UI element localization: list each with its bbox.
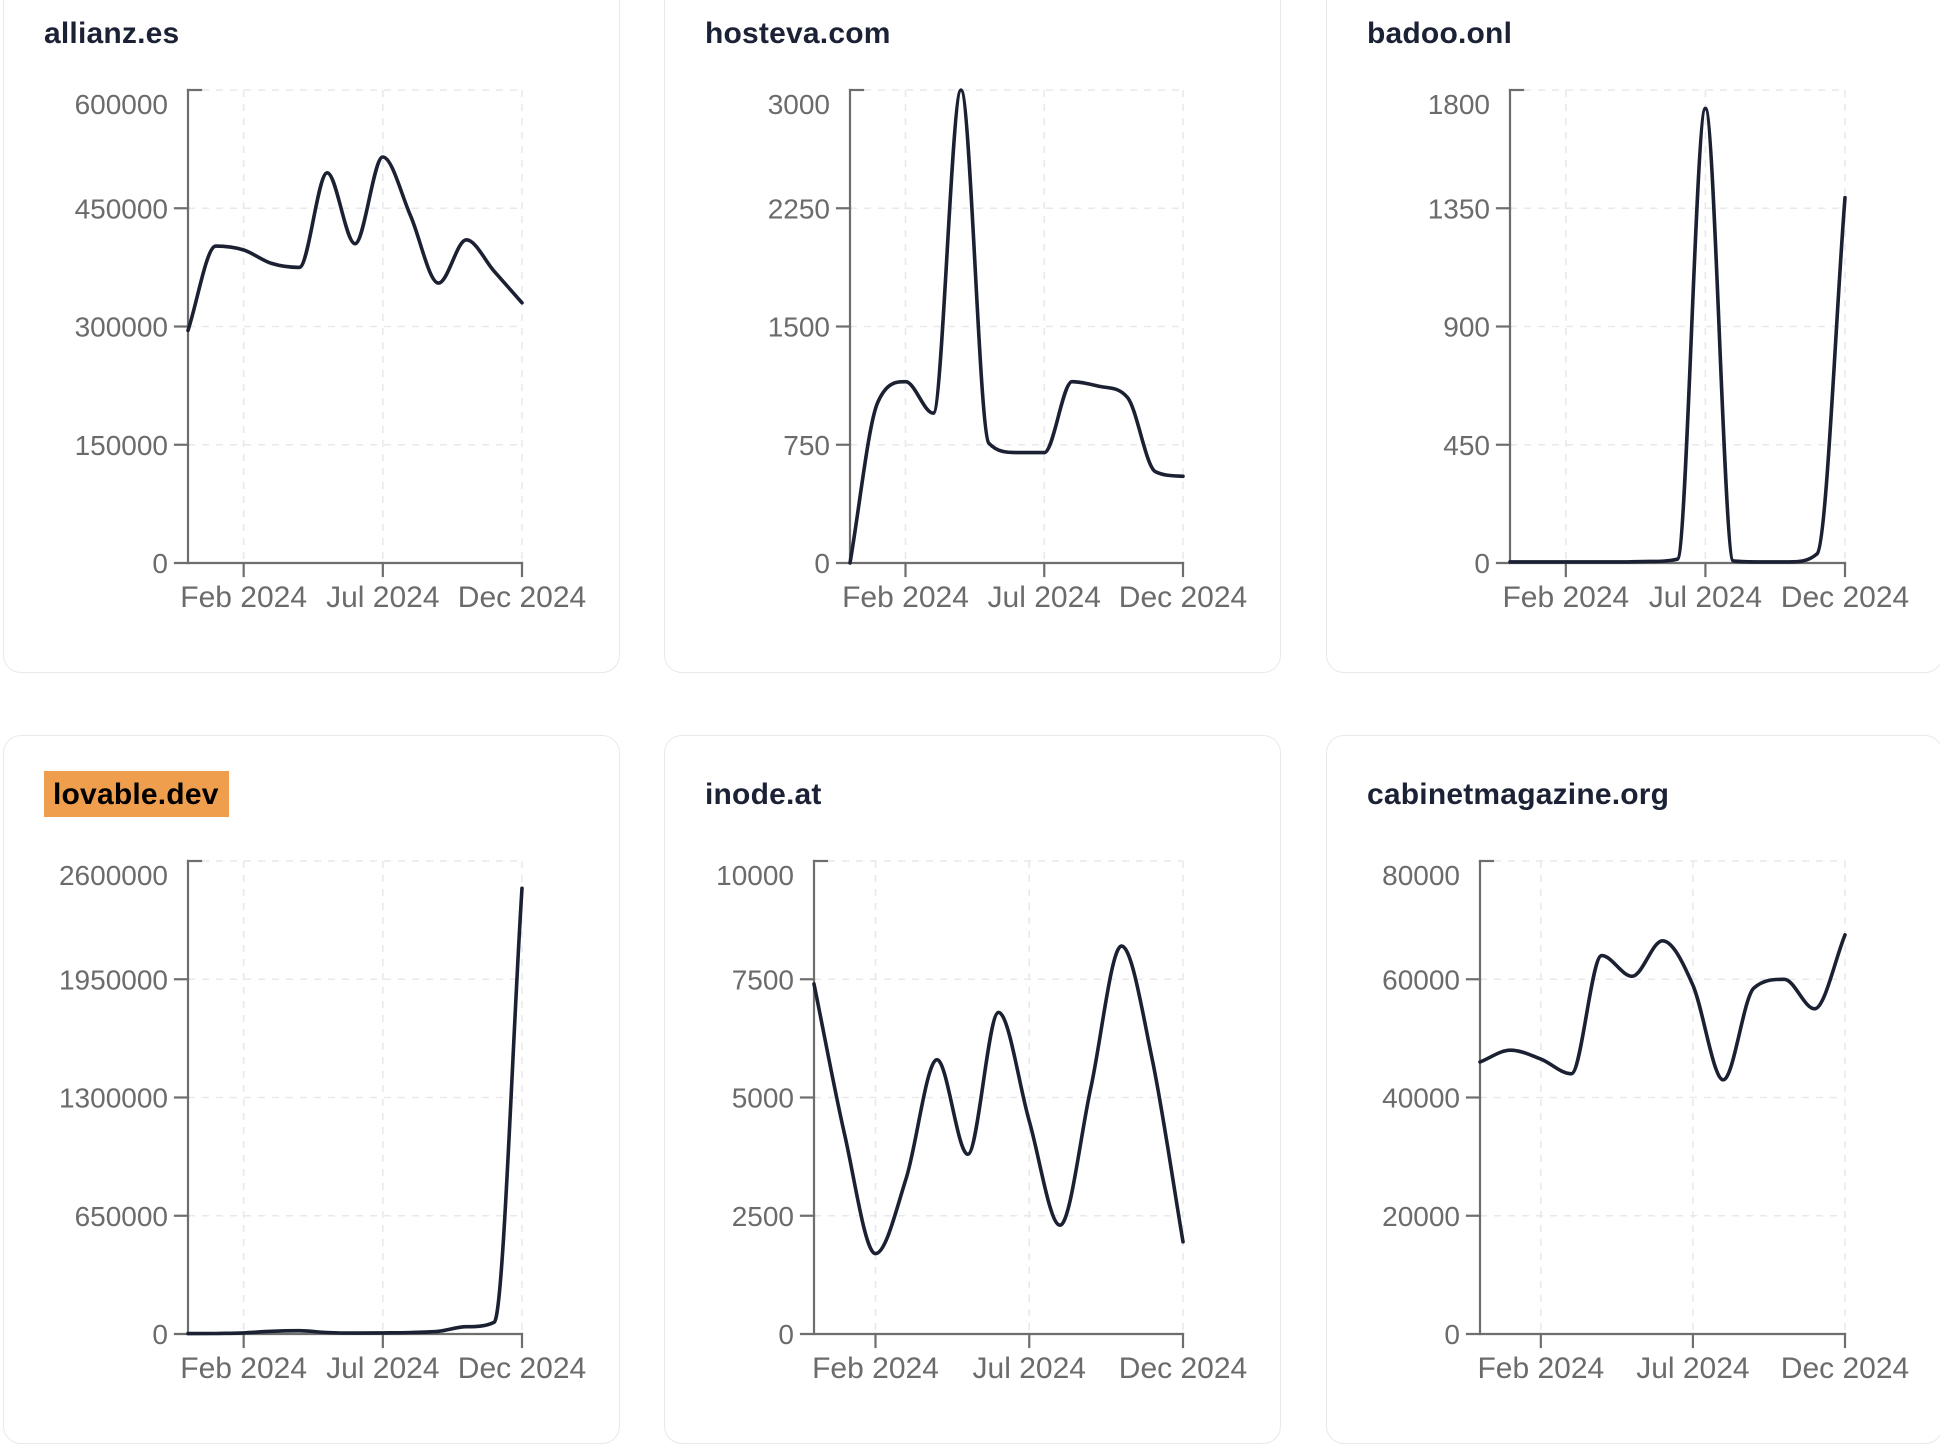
axes: [835, 88, 1185, 578]
grid-lines: [1480, 860, 1846, 1334]
chart-card-badoo-onl: badoo.onl 0 450 900 1350 1800 Feb 2024 Jul 2024…: [1326, 0, 1940, 673]
x-tick-label: Jul 2024: [973, 1352, 1086, 1385]
axes: [799, 859, 1185, 1349]
chart-card-cabinetmagazine-org: cabinetmagazine.org 0 20000 40000 60000 80000…: [1326, 735, 1940, 1444]
x-tick-label: Jul 2024: [1649, 581, 1762, 614]
y-tick-label: 1800: [1428, 89, 1490, 120]
y-tick-label: 2250: [768, 193, 830, 224]
y-tick-label: 40000: [1382, 1083, 1460, 1114]
y-tick-label: 10000: [716, 860, 794, 891]
line-chart: 0 150000 300000 450000 600000 Feb 2024 Jul 202…: [75, 88, 586, 614]
chart-title-wrap: allianz.es: [44, 17, 179, 51]
y-tick-label: 1300000: [59, 1083, 168, 1114]
y-tick-label: 0: [778, 1319, 794, 1350]
x-tick-label: Feb 2024: [1502, 581, 1629, 614]
axes: [173, 859, 524, 1349]
y-tick-label: 0: [1474, 548, 1490, 579]
y-tick-label: 450: [1443, 430, 1490, 461]
x-tick-label: Feb 2024: [1477, 1352, 1604, 1385]
y-tick-label: 2500: [732, 1201, 794, 1232]
y-tick-label: 0: [152, 1319, 168, 1350]
y-tick-label: 150000: [75, 430, 168, 461]
y-tick-label: 0: [814, 548, 830, 579]
y-tick-label: 5000: [732, 1083, 794, 1114]
chart-card-allianz-es: allianz.es 0 150000 300000 450000 600000 Feb 2…: [3, 0, 620, 673]
axes: [173, 88, 524, 578]
y-tick-label: 20000: [1382, 1201, 1460, 1232]
y-tick-label: 0: [152, 548, 168, 579]
y-tick-label: 7500: [732, 964, 794, 995]
y-tick-label: 900: [1443, 312, 1490, 343]
line-chart: 0 2500 5000 7500 10000 Feb 2024 Jul 2024 Dec 20…: [716, 859, 1247, 1385]
x-tick-label: Feb 2024: [812, 1352, 939, 1385]
axes: [1495, 88, 1847, 578]
y-tick-label: 1500: [768, 312, 830, 343]
chart-title: cabinetmagazine.org: [1367, 778, 1670, 811]
grid-lines: [814, 860, 1184, 1334]
chart-title: inode.at: [705, 778, 822, 811]
chart-title: hosteva.com: [705, 17, 891, 50]
x-tick-label: Dec 2024: [1781, 581, 1909, 614]
chart-title: badoo.onl: [1367, 17, 1513, 50]
y-tick-label: 0: [1444, 1319, 1460, 1350]
grid-lines: [188, 89, 523, 563]
series-line: [186, 886, 524, 1336]
line-chart: 0 650000 1300000 1950000 2600000 Feb 2024 Jul …: [59, 859, 586, 1385]
y-tick-label: 3000: [768, 89, 830, 120]
y-tick-label: 2600000: [59, 860, 168, 891]
line-chart: 0 450 900 1350 1800 Feb 2024 Jul 2024 Dec 2024: [1428, 88, 1909, 614]
chart-title-wrap: badoo.onl: [1367, 17, 1512, 51]
grid-lines: [1510, 89, 1846, 563]
y-tick-label: 60000: [1382, 964, 1460, 995]
chart-title-wrap: inode.at: [705, 778, 822, 812]
chart-title: allianz.es: [44, 17, 180, 50]
series-line: [1508, 106, 1847, 564]
x-tick-label: Dec 2024: [1119, 1352, 1247, 1385]
x-tick-label: Dec 2024: [1119, 581, 1247, 614]
x-tick-label: Feb 2024: [180, 1352, 307, 1385]
y-tick-label: 1950000: [59, 964, 168, 995]
y-tick-label: 650000: [75, 1201, 168, 1232]
series-line: [186, 155, 524, 333]
chart-title-wrap: lovable.dev: [44, 771, 229, 817]
x-tick-label: Dec 2024: [458, 581, 586, 614]
x-tick-label: Dec 2024: [1781, 1352, 1909, 1385]
x-tick-label: Jul 2024: [326, 1352, 439, 1385]
y-tick-label: 1350: [1428, 193, 1490, 224]
x-tick-label: Feb 2024: [842, 581, 969, 614]
chart-card-hosteva-com: hosteva.com 0 750 1500 2250 3000 Feb 2024 Jul 2…: [664, 0, 1281, 673]
chart-title-highlighted: lovable.dev: [44, 771, 229, 817]
grid-lines: [850, 89, 1184, 563]
chart-card-inode-at: inode.at 0 2500 5000 7500 10000 Feb 2024 Jul 20…: [664, 735, 1281, 1444]
chart-title-wrap: cabinetmagazine.org: [1367, 778, 1669, 812]
x-tick-label: Jul 2024: [988, 581, 1101, 614]
x-tick-label: Jul 2024: [326, 581, 439, 614]
series-line: [1478, 933, 1847, 1082]
x-tick-label: Jul 2024: [1636, 1352, 1749, 1385]
series-line: [812, 944, 1185, 1256]
x-tick-label: Dec 2024: [458, 1352, 586, 1385]
line-chart: 0 750 1500 2250 3000 Feb 2024 Jul 2024 Dec 2024: [768, 88, 1247, 614]
y-tick-label: 450000: [75, 193, 168, 224]
chart-card-lovable-dev: lovable.dev 0 650000 1300000 1950000 2600000 F…: [3, 735, 620, 1444]
y-tick-label: 600000: [75, 89, 168, 120]
chart-title-wrap: hosteva.com: [705, 17, 891, 51]
series-line: [848, 88, 1185, 565]
grid-lines: [188, 860, 523, 1334]
x-tick-label: Feb 2024: [180, 581, 307, 614]
line-chart: 0 20000 40000 60000 80000 Feb 2024 Jul 2024 Dec…: [1382, 859, 1909, 1385]
axes: [1465, 859, 1847, 1349]
y-tick-label: 750: [783, 430, 830, 461]
y-tick-label: 300000: [75, 312, 168, 343]
y-tick-label: 80000: [1382, 860, 1460, 891]
